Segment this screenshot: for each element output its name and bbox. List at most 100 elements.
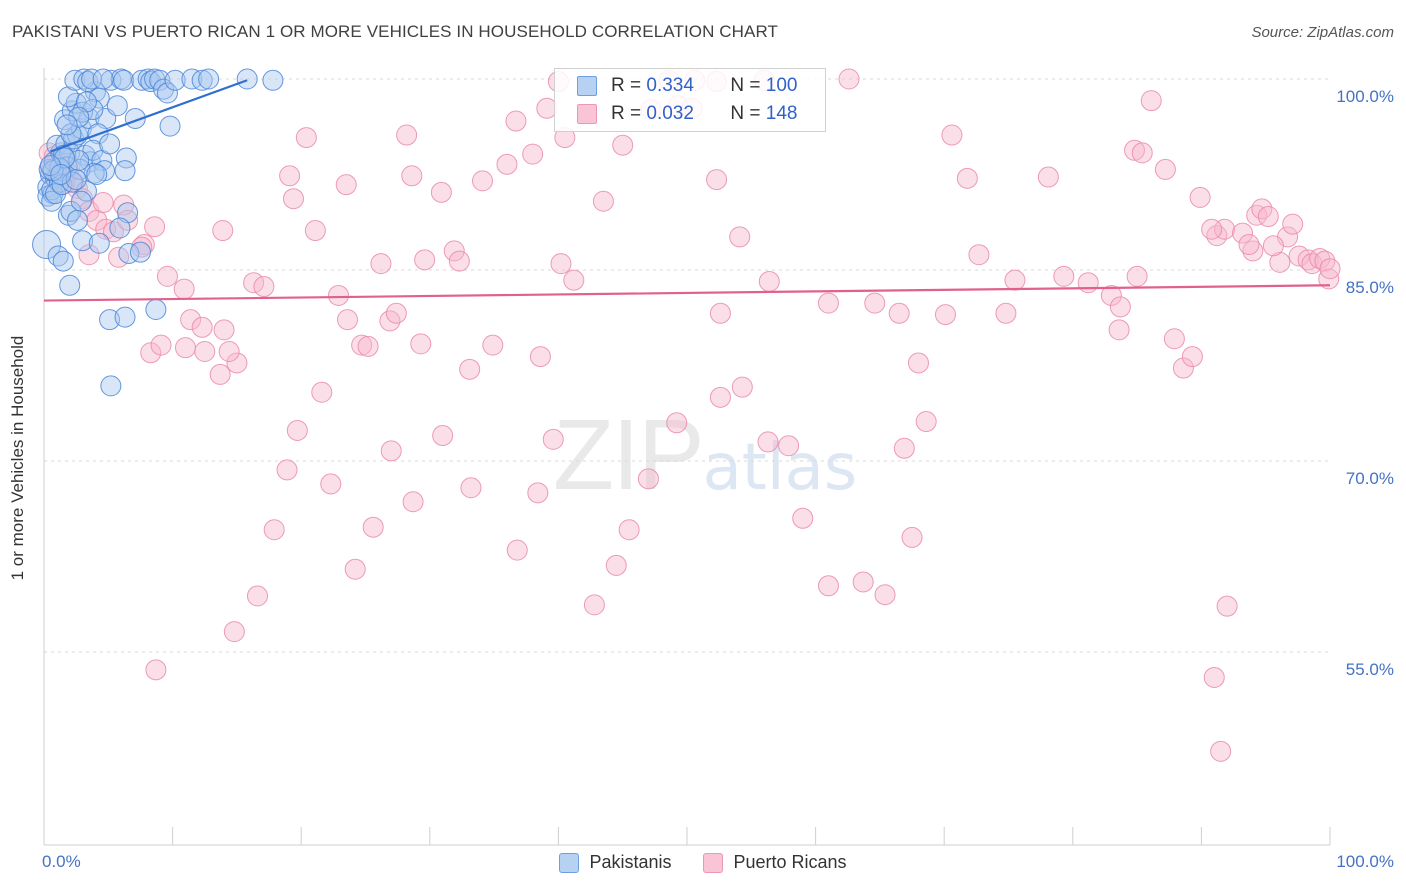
legend-item-puerto-ricans[interactable]: Puerto Ricans xyxy=(703,852,847,873)
puerto-rican-point-155 xyxy=(276,459,298,481)
puerto-rican-point-26 xyxy=(213,319,235,341)
puerto-rican-point-25 xyxy=(191,316,213,338)
puerto-rican-point-83 xyxy=(864,292,886,314)
puerto-rican-point-58 xyxy=(482,334,504,356)
legend-swatch-pakistanis xyxy=(559,852,580,873)
puerto-rican-point-86 xyxy=(941,124,963,146)
puerto-rican-point-131 xyxy=(852,571,874,593)
puerto-rican-point-103 xyxy=(1232,222,1254,244)
puerto-rican-point-153 xyxy=(311,381,333,403)
puerto-rican-point-82 xyxy=(817,292,839,314)
puerto-rican-point-69 xyxy=(612,134,634,156)
chart-title: PAKISTANI VS PUERTO RICAN 1 OR MORE VEHI… xyxy=(12,22,779,41)
puerto-rican-point-102 xyxy=(1214,218,1236,240)
pakistanis-swatch xyxy=(577,76,597,96)
puerto-rican-point-123 xyxy=(1126,265,1148,287)
puerto-rican-point-46 xyxy=(370,253,392,275)
puerto-ricans-n-label: N = xyxy=(730,103,761,124)
pakistani-point-42 xyxy=(156,82,178,104)
puerto-rican-point-22 xyxy=(156,265,178,287)
puerto-rican-point-50 xyxy=(401,165,423,187)
puerto-rican-point-129 xyxy=(893,437,915,459)
puerto-rican-point-41 xyxy=(335,174,357,196)
puerto-rican-point-110 xyxy=(1297,249,1319,271)
pakistani-point-76 xyxy=(59,274,81,296)
puerto-rican-point-42 xyxy=(327,284,349,306)
puerto-rican-point-119 xyxy=(1238,234,1260,256)
watermark-zip: ZIP xyxy=(553,399,705,511)
puerto-rican-point-106 xyxy=(1257,206,1279,228)
pakistani-point-73 xyxy=(52,250,74,272)
pakistani-point-65 xyxy=(70,190,92,212)
pakistani-point-82 xyxy=(68,149,90,171)
puerto-rican-point-89 xyxy=(995,302,1017,324)
puerto-rican-point-79 xyxy=(758,270,780,292)
puerto-rican-point-134 xyxy=(778,435,800,457)
puerto-rican-point-115 xyxy=(1319,258,1341,280)
pakistani-point-67 xyxy=(117,202,139,224)
puerto-rican-point-29 xyxy=(209,363,231,385)
puerto-rican-point-17 xyxy=(117,209,139,231)
pakistanis-r-value: 0.334 xyxy=(646,75,694,96)
pakistani-point-46 xyxy=(198,68,220,90)
puerto-rican-trend-line xyxy=(43,284,1331,302)
pakistani-point-38 xyxy=(140,71,162,93)
puerto-rican-point-36 xyxy=(253,276,275,298)
legend-label-puerto-ricans: Puerto Ricans xyxy=(733,852,847,872)
puerto-ricans-r-value: 0.032 xyxy=(646,103,694,124)
puerto-rican-point-144 xyxy=(527,482,549,504)
pakistani-point-86 xyxy=(61,171,83,193)
puerto-rican-point-140 xyxy=(618,519,640,541)
puerto-rican-point-120 xyxy=(1201,218,1223,240)
legend-item-pakistanis[interactable]: Pakistanis xyxy=(559,852,671,873)
puerto-rican-point-19 xyxy=(144,216,166,238)
legend-row-pakistanis: R = 0.334 N = 100 xyxy=(555,72,797,100)
puerto-rican-point-138 xyxy=(666,412,688,434)
puerto-rican-point-32 xyxy=(140,342,162,364)
watermark: ZIPatlas xyxy=(553,398,857,513)
pakistani-point-80 xyxy=(100,375,122,397)
pakistani-point-77 xyxy=(99,309,121,331)
puerto-rican-point-136 xyxy=(731,376,753,398)
stats-legend: R = 0.334 N = 100 R = 0.032 N = 148 xyxy=(554,68,826,132)
puerto-rican-point-38 xyxy=(282,188,304,210)
puerto-rican-point-152 xyxy=(320,473,342,495)
pakistani-point-24 xyxy=(57,86,79,108)
puerto-rican-point-63 xyxy=(529,346,551,368)
puerto-rican-point-93 xyxy=(1100,284,1122,306)
y-tick-label-85: 85.0% xyxy=(1345,278,1394,297)
puerto-rican-point-45 xyxy=(357,335,379,357)
puerto-rican-point-61 xyxy=(522,143,544,165)
pakistani-point-89 xyxy=(54,147,76,169)
puerto-rican-point-59 xyxy=(496,153,518,175)
y-axis-label: 1 or more Vehicles in Household xyxy=(8,335,27,581)
puerto-rican-point-92 xyxy=(1077,272,1099,294)
pakistani-point-43 xyxy=(164,69,186,91)
puerto-rican-point-37 xyxy=(279,165,301,187)
puerto-rican-point-118 xyxy=(1242,240,1264,262)
puerto-rican-point-137 xyxy=(709,386,731,408)
pakistani-point-64 xyxy=(66,209,88,231)
puerto-rican-point-84 xyxy=(888,302,910,324)
puerto-rican-point-117 xyxy=(1262,235,1284,257)
legend-label-pakistanis: Pakistanis xyxy=(589,852,672,872)
pakistani-point-47 xyxy=(236,68,258,90)
pakistani-point-48 xyxy=(262,69,284,91)
puerto-rican-point-30 xyxy=(226,352,248,374)
pakistani-point-53 xyxy=(99,133,121,155)
puerto-rican-point-130 xyxy=(874,584,896,606)
puerto-rican-point-34 xyxy=(212,220,234,242)
puerto-rican-point-96 xyxy=(1131,142,1153,164)
puerto-rican-point-135 xyxy=(757,431,779,453)
puerto-rican-point-48 xyxy=(385,302,407,324)
puerto-rican-point-95 xyxy=(1124,139,1146,161)
pakistani-point-99 xyxy=(50,164,72,185)
puerto-rican-point-121 xyxy=(1189,186,1211,208)
puerto-rican-point-49 xyxy=(396,124,418,146)
puerto-rican-point-33 xyxy=(150,334,172,356)
source-label: Source: ZipAtlas.com xyxy=(1251,24,1394,41)
puerto-ricans-swatch xyxy=(577,104,597,124)
puerto-rican-point-28 xyxy=(194,340,216,362)
puerto-rican-point-56 xyxy=(459,358,481,380)
pakistani-point-97 xyxy=(56,114,78,136)
